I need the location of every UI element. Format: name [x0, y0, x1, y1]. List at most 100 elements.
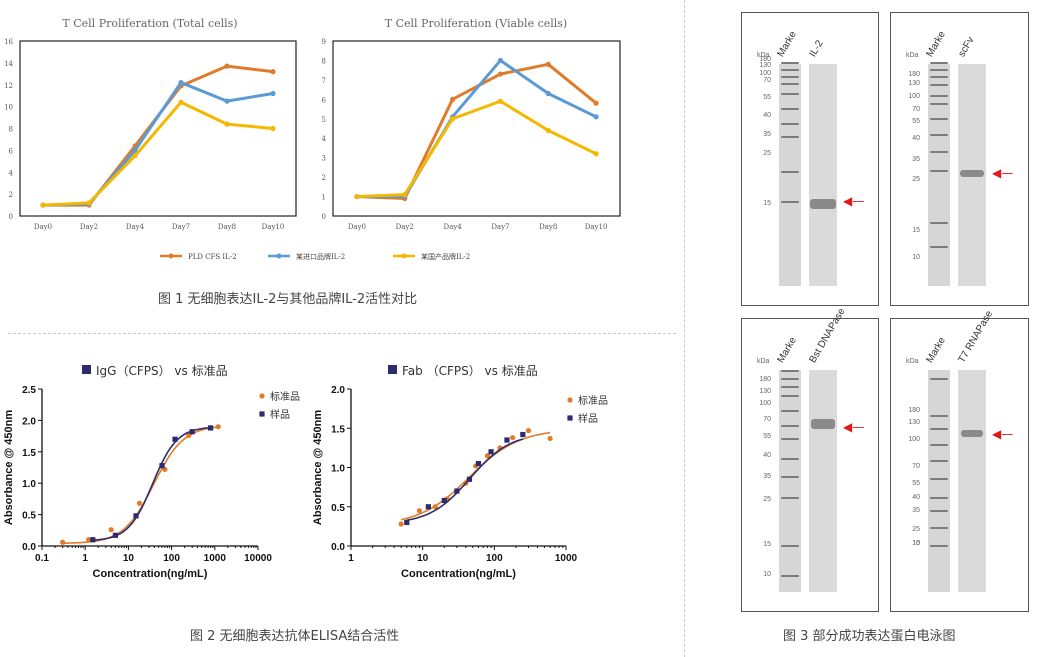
sample-lane	[809, 64, 837, 286]
data-point-viable	[593, 100, 599, 106]
marker-band	[781, 108, 799, 110]
target-protein-band	[960, 170, 984, 177]
marker-band	[781, 458, 799, 460]
mw-label: 100	[759, 70, 771, 77]
marker-band	[930, 95, 948, 97]
data-point-igg	[112, 532, 118, 538]
fig1-line-charts: T Cell Proliferation (Total cells) T Cel…	[4, 17, 621, 261]
marker-band	[930, 378, 948, 380]
mw-label: 35	[763, 473, 771, 480]
x-tick-label-viable: Day2	[396, 223, 414, 231]
data-point-viable	[545, 127, 551, 134]
x-tick-label-fab: 100	[486, 553, 503, 564]
y-tick-label-fab: 1.5	[331, 424, 345, 435]
kda-label: kDa	[757, 52, 770, 59]
mw-label: 180	[759, 56, 771, 63]
legend-marker	[259, 393, 265, 399]
arrow-icon: ◀—	[992, 166, 1014, 180]
marker-band	[930, 76, 948, 78]
data-point-igg	[172, 436, 178, 442]
x-tick-label-fab: 1	[348, 553, 354, 564]
marker-band	[930, 103, 948, 105]
horizontal-divider	[8, 333, 676, 334]
marker-band	[781, 76, 799, 78]
data-point-fab	[504, 437, 510, 443]
legend-marker	[567, 397, 573, 403]
mw-label: 100	[759, 400, 771, 407]
mw-label: 40	[912, 135, 920, 142]
legend-marker	[567, 415, 573, 421]
legend-marker	[276, 253, 282, 259]
x-tick-label-total: Day0	[34, 223, 52, 231]
y-tick-label-viable: 4	[322, 135, 327, 143]
igg-title-marker	[82, 365, 91, 374]
data-point-viable	[593, 114, 599, 120]
y-tick-label-viable: 1	[322, 194, 326, 202]
data-point-total	[270, 69, 276, 75]
legend-label: 标准品	[270, 391, 300, 403]
mw-label: 100	[908, 436, 920, 443]
x-tick-label-total: Day2	[80, 223, 98, 231]
x-tick-label-fab: 1000	[555, 553, 578, 564]
data-point-total	[224, 98, 230, 104]
mw-label: 130	[908, 80, 920, 87]
marker-band	[930, 84, 948, 86]
data-point-viable	[497, 71, 504, 77]
mw-label: 25	[763, 150, 771, 157]
marker-band	[781, 476, 799, 478]
data-point-viable	[593, 151, 599, 157]
marker-band	[930, 428, 948, 430]
marker-lane	[928, 62, 950, 286]
series-line-viable-1	[356, 58, 597, 199]
legend-marker	[401, 253, 407, 259]
marker-band	[781, 136, 799, 138]
marker-band	[930, 134, 948, 136]
data-point-fab	[520, 431, 526, 438]
marker-band	[930, 62, 948, 64]
legend-marker	[168, 253, 174, 259]
mw-label: 70	[912, 106, 920, 113]
data-point-fab	[404, 519, 410, 526]
data-point-fab	[475, 460, 482, 467]
fit-curve-igg-1	[92, 426, 211, 541]
mw-label: 35	[763, 131, 771, 138]
data-point-viable	[497, 98, 504, 104]
mw-label: 130	[759, 388, 771, 395]
marker-band	[781, 410, 799, 412]
series-line-viable-2	[356, 99, 597, 199]
data-point-viable	[497, 57, 504, 64]
y-tick-label-viable: 9	[322, 38, 326, 46]
x-tick-label-igg: 1	[82, 553, 88, 564]
x-tick-label-igg: 10	[123, 553, 135, 564]
mw-label: 15	[912, 540, 920, 547]
arrow-icon: ◀—	[843, 420, 865, 434]
data-point-viable	[354, 193, 360, 200]
mw-label: 25	[912, 526, 920, 533]
data-point-viable	[545, 61, 551, 67]
marker-band	[781, 438, 799, 440]
marker-band	[930, 170, 948, 172]
y-axis-label-fab: Absorbance @ 450nm	[312, 410, 324, 525]
x-tick-label-total: Day4	[126, 223, 145, 231]
mw-label: 70	[912, 463, 920, 470]
mw-label: 10	[912, 254, 920, 261]
vertical-divider	[684, 0, 685, 657]
x-tick-label-viable: Day4	[443, 223, 462, 231]
y-tick-label-fab: 1.0	[331, 464, 345, 475]
legend-label: PLD CFS IL-2	[188, 253, 237, 261]
legend-label: 某进口品牌IL-2	[296, 252, 345, 261]
plot-frame-total	[19, 40, 297, 217]
mw-label: 70	[763, 416, 771, 423]
marker-lane	[928, 370, 950, 592]
series-line-total-2	[42, 100, 274, 207]
y-tick-label-total: 10	[4, 104, 13, 112]
fit-curve-fab-0	[400, 431, 551, 521]
mw-label: 100	[908, 93, 920, 100]
marker-band	[781, 69, 799, 71]
data-point-total	[86, 200, 92, 206]
data-point-igg	[60, 539, 66, 545]
series-line-total-0	[43, 64, 274, 207]
data-point-total	[224, 121, 230, 127]
mw-label: 10	[912, 540, 920, 547]
fab-title-marker	[388, 365, 397, 374]
